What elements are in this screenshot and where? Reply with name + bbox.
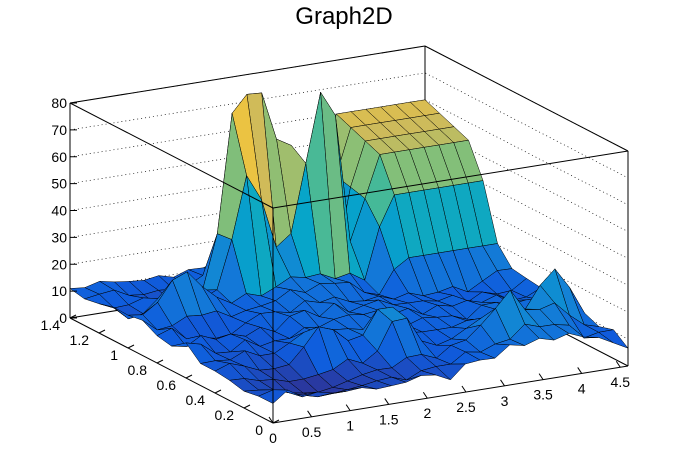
x-tick-label: 4 (578, 380, 586, 396)
z-tick-label: 80 (51, 95, 67, 111)
y-tick-label: 0.6 (157, 377, 177, 393)
y-tick-label: 0 (255, 422, 263, 438)
y-axis: 0 0.2 0.4 0.6 0.8 1 1.2 1.4 (41, 314, 280, 438)
x-tick-label: 3.5 (533, 387, 553, 403)
z-tick-label: 30 (51, 229, 67, 245)
z-axis: 0 10 20 30 40 50 60 70 80 (51, 95, 77, 326)
x-tick-mark (577, 367, 583, 374)
z-tick-label: 10 (51, 283, 67, 299)
x-tick-mark (307, 410, 313, 418)
x-tick-mark (500, 379, 505, 387)
x-tick-label: 0 (269, 430, 277, 446)
axis-box-front (69, 102, 629, 424)
y-tick-mark (69, 314, 77, 319)
x-tick-label: 2 (423, 405, 431, 421)
y-tick-label: 1 (110, 347, 118, 363)
y-tick-mark (243, 404, 251, 409)
box-edge (272, 365, 629, 424)
x-tick-label: 1.5 (379, 411, 399, 427)
chart-title: Graph2D (295, 3, 392, 30)
box-edge (69, 45, 426, 104)
x-tick-mark (538, 373, 544, 380)
x-tick-label: 0.5 (302, 424, 322, 440)
z-tick-label: 20 (51, 256, 67, 272)
surface-mesh (69, 92, 629, 404)
x-tick-label: 3 (501, 393, 509, 409)
y-tick-mark (272, 419, 280, 424)
x-tick-label: 4.5 (611, 374, 631, 390)
z-tick-label: 0 (59, 310, 67, 326)
x-tick-mark (345, 404, 351, 411)
y-tick-mark (185, 374, 193, 379)
x-tick-mark (268, 416, 274, 424)
box-edge (69, 102, 274, 209)
z-tick-label: 50 (51, 176, 67, 192)
x-tick-mark (422, 391, 428, 399)
y-tick-mark (127, 344, 135, 349)
y-tick-mark (214, 389, 222, 394)
x-tick-mark (461, 385, 467, 393)
y-tick-label: 0.8 (128, 362, 148, 378)
x-tick-label: 1 (346, 418, 354, 434)
x-tick-mark (615, 360, 621, 368)
box-edge (424, 45, 629, 152)
z-tick-label: 40 (51, 203, 67, 219)
x-axis: 0 0.5 1 1.5 2 2.5 3 3.5 4 4.5 (268, 360, 631, 446)
x-tick-label: 2.5 (456, 399, 476, 415)
y-tick-mark (156, 359, 164, 364)
y-tick-mark (98, 329, 106, 334)
z-tick-label: 60 (51, 149, 67, 165)
y-tick-label: 1.2 (70, 332, 90, 348)
z-tick-label: 70 (51, 122, 67, 138)
x-tick-mark (384, 398, 390, 405)
box-edge (69, 317, 274, 424)
y-tick-label: 0.4 (186, 392, 206, 408)
y-tick-label: 1.4 (41, 317, 61, 333)
y-tick-label: 0.2 (215, 407, 235, 423)
box-edge (272, 150, 629, 209)
